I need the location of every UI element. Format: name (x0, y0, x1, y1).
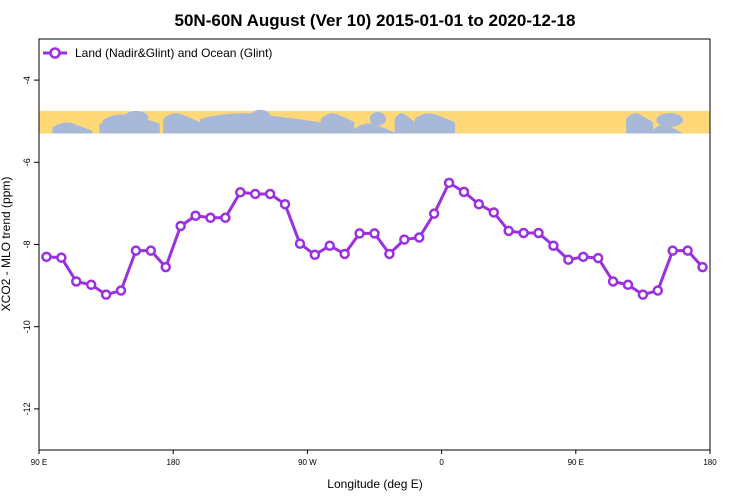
y-tick-label: -12 (22, 402, 32, 415)
y-tick-label: -6 (22, 158, 32, 166)
data-point (42, 253, 50, 261)
data-point (564, 256, 572, 264)
x-axis-label: Longitude (deg E) (327, 477, 422, 491)
data-point (520, 229, 528, 237)
data-point (206, 214, 214, 222)
data-point (341, 250, 349, 258)
y-axis-label: XCO2 - MLO trend (ppm) (0, 177, 13, 312)
map-ocean-spot (124, 111, 148, 125)
data-point (251, 190, 259, 198)
y-tick-label: -10 (22, 320, 32, 333)
series-layer (42, 179, 706, 299)
x-axis-ticks: 90 E 180 90 W 0 90 E 180 (31, 450, 717, 467)
legend-marker (51, 49, 60, 58)
data-point (102, 291, 110, 299)
data-point (177, 222, 185, 230)
plot-frame (39, 39, 710, 450)
data-point (87, 281, 95, 289)
data-point (72, 277, 80, 285)
x-tick-label: 90 W (298, 458, 317, 467)
data-point (311, 251, 319, 259)
data-point (236, 188, 244, 196)
data-point (147, 247, 155, 255)
legend-label: Land (Nadir&Glint) and Ocean (Glint) (75, 46, 272, 60)
x-tick-label: 180 (703, 458, 717, 467)
data-point (57, 254, 65, 262)
data-point (684, 247, 692, 255)
chart-title: 50N-60N August (Ver 10) 2015-01-01 to 20… (175, 11, 576, 30)
y-tick-label: -8 (22, 240, 32, 248)
data-point (475, 200, 483, 208)
data-point (162, 263, 170, 271)
x-tick-label: 90 E (31, 458, 47, 467)
data-point (549, 242, 557, 250)
data-point (639, 291, 647, 299)
data-point (281, 200, 289, 208)
data-point (296, 240, 304, 248)
data-point (400, 236, 408, 244)
data-point (415, 234, 423, 242)
map-ocean-spot (370, 112, 386, 126)
series-line (46, 183, 702, 295)
data-point (535, 229, 543, 237)
data-point (654, 287, 662, 295)
data-point (356, 229, 364, 237)
data-point (132, 247, 140, 255)
x-tick-label: 0 (439, 458, 444, 467)
data-point (192, 212, 200, 220)
y-axis-ticks: -4 -6 -8 -10 -12 (22, 76, 39, 415)
data-point (371, 229, 379, 237)
data-point (490, 208, 498, 216)
map-ocean-spot (656, 113, 683, 127)
x-tick-label: 180 (167, 458, 181, 467)
data-point (699, 263, 707, 271)
data-point (445, 179, 453, 187)
map-strip (39, 110, 710, 134)
data-point (460, 188, 468, 196)
data-point (430, 210, 438, 218)
data-point (609, 277, 617, 285)
legend: Land (Nadir&Glint) and Ocean (Glint) (43, 46, 272, 60)
data-point (326, 242, 334, 250)
map-ocean-spot (250, 110, 270, 124)
data-point (594, 254, 602, 262)
data-point (266, 190, 274, 198)
data-point (505, 227, 513, 235)
data-point (117, 287, 125, 295)
x-tick-label: 90 E (568, 458, 584, 467)
data-point (669, 247, 677, 255)
y-tick-label: -4 (22, 76, 32, 84)
data-point (385, 250, 393, 258)
data-point (579, 253, 587, 261)
data-point (624, 281, 632, 289)
data-point (221, 214, 229, 222)
